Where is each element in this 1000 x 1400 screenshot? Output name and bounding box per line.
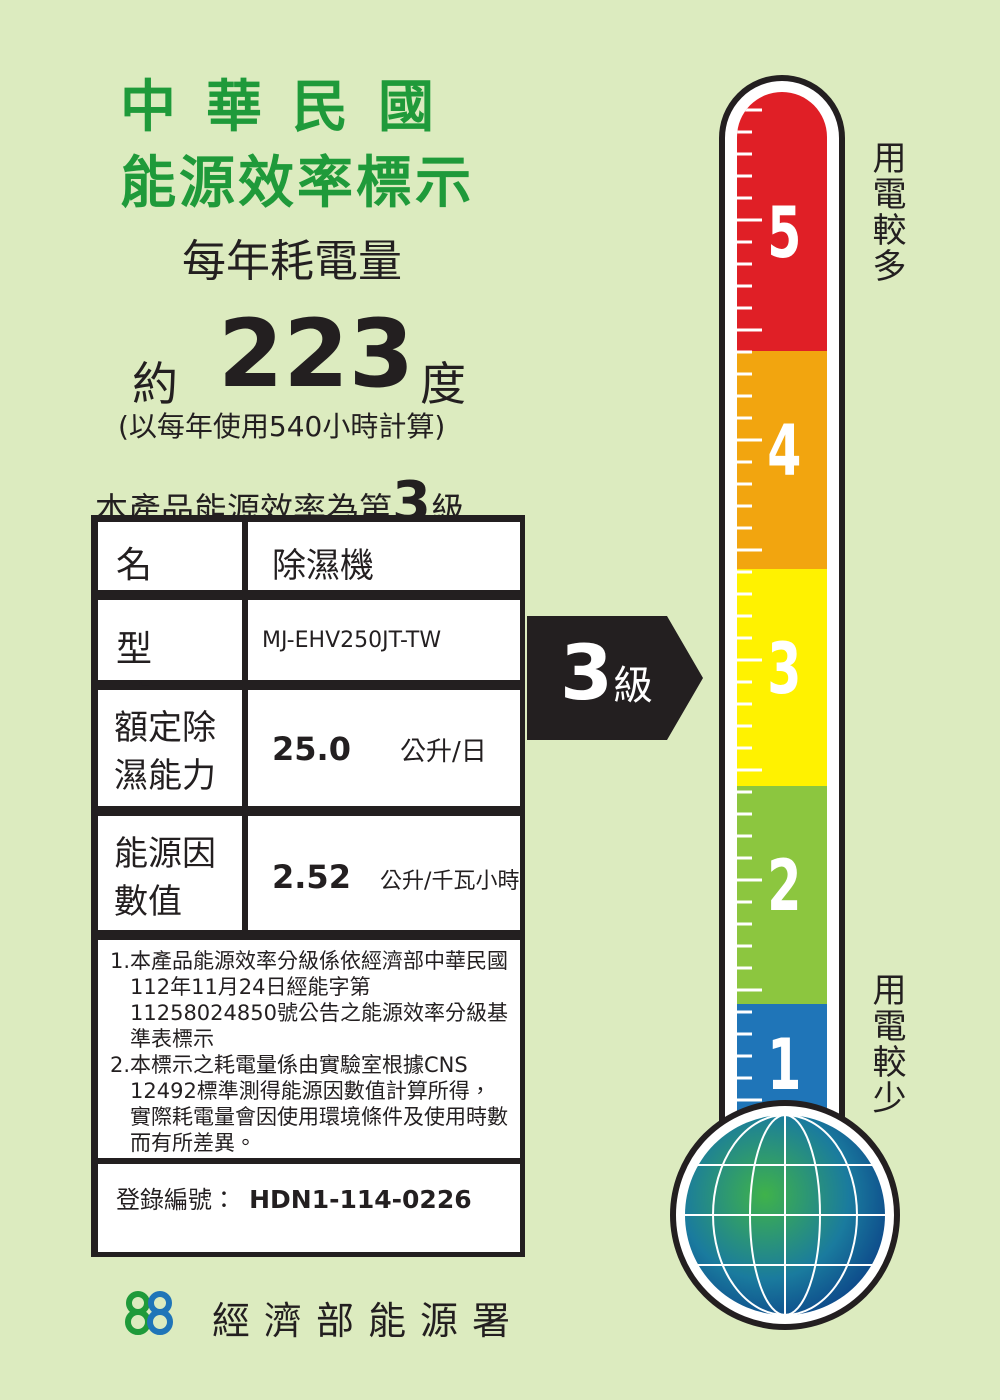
arrow-suffix: 級: [612, 663, 653, 709]
level-label: 3: [767, 628, 802, 710]
notes: 1. 本產品能源效率分級係依經濟部中華民國112年11月24日經能字第112580…: [94, 936, 524, 1162]
row-unit: 公升/日: [400, 737, 487, 767]
top-label: 用電較多: [866, 140, 906, 284]
arrow-label: 3級: [560, 628, 653, 717]
band-4: [737, 351, 827, 569]
row-value: 2.52: [272, 858, 351, 896]
annual-label: 每年耗電量: [182, 236, 402, 287]
row-value-cell: 25.0 公升/日: [244, 686, 524, 810]
annual-prefix: 約: [132, 357, 178, 411]
row-value: MJ-EHV250JT-TW: [244, 596, 524, 684]
row-label: 能源因數值: [94, 812, 246, 934]
registration-value: HDN1-114-0226: [249, 1185, 472, 1214]
row-value-cell: 2.52 公升/千瓦小時: [244, 812, 524, 934]
note-number: 1.: [110, 949, 131, 973]
registration: 登錄編號： HDN1-114-0226: [94, 1160, 524, 1256]
note-text: 本產品能源效率分級係依經濟部中華民國112年11月24日經能字第11258024…: [130, 949, 508, 1051]
scale-ticks: [737, 108, 762, 1190]
level-label: 4: [767, 410, 802, 492]
row-label: 名稱: [94, 518, 246, 638]
note-number: 2.: [110, 1053, 131, 1077]
note: 1. 本產品能源效率分級係依經濟部中華民國112年11月24日經能字第112580…: [110, 948, 510, 1052]
band-3: [737, 569, 827, 786]
note: 2. 本標示之耗電量係由實驗室根據CNS 12492標準測得能源因數值計算所得，實…: [110, 1052, 510, 1156]
note-text: 本標示之耗電量係由實驗室根據CNS 12492標準測得能源因數值計算所得，實際耗…: [130, 1053, 508, 1155]
tube-fill: [737, 92, 827, 1192]
level-label: 5: [767, 192, 802, 274]
grade-arrow: [527, 616, 703, 740]
annual-unit: 度: [420, 357, 466, 411]
agency-name: 經濟部能源署: [212, 1299, 525, 1343]
arrow-shape: [527, 616, 703, 740]
row-unit: 公升/千瓦小時: [380, 869, 520, 894]
row-value: 除濕機: [244, 518, 524, 594]
level-label: 1: [767, 1024, 802, 1106]
annual-note: (以每年使用540小時計算): [118, 410, 446, 443]
row-label: 額定除濕能力: [94, 686, 246, 810]
annual-value: 223: [218, 300, 415, 409]
title-line2: 能源效率標示: [120, 151, 474, 216]
bottom-label: 用電較少: [866, 972, 906, 1116]
agency-logo: [125, 1291, 173, 1335]
title-line1: 中華民國: [120, 75, 464, 140]
registration-label: 登錄編號：: [116, 1186, 236, 1214]
level-label: 2: [767, 845, 802, 927]
thermometer: [670, 75, 900, 1330]
globe-grid: [685, 1114, 885, 1316]
row-value: 25.0: [272, 730, 351, 768]
row-label: 型號: [94, 596, 246, 722]
arrow-grade: 3: [560, 628, 613, 717]
